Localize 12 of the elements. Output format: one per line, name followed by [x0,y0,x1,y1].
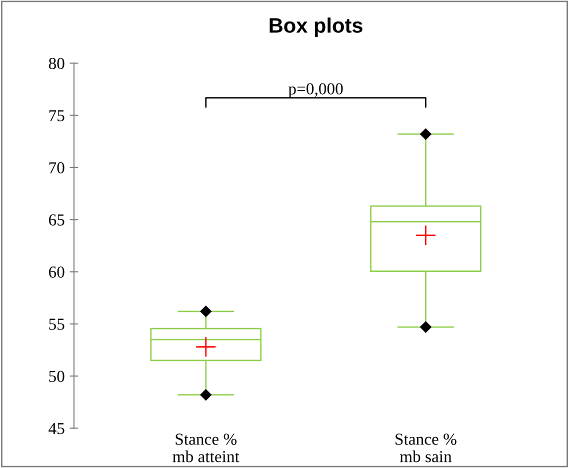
y-tick-label: 60 [48,266,64,278]
y-tick-label: 75 [49,110,64,122]
y-tick-label: 50 [49,370,64,382]
y-tick-label: 65 [48,214,64,226]
y-tick-label: 55 [49,318,64,330]
chart-title: Box plots [270,18,362,37]
x-tick-label: Stance % mb sain [396,434,456,462]
y-tick-label: 80 [48,58,64,70]
x-tick-label: Stance % mb atteint [172,434,240,462]
annotation: p=0,000 [288,83,343,98]
y-tick-label: 45 [48,423,64,434]
y-tick-label: 70 [49,162,64,174]
